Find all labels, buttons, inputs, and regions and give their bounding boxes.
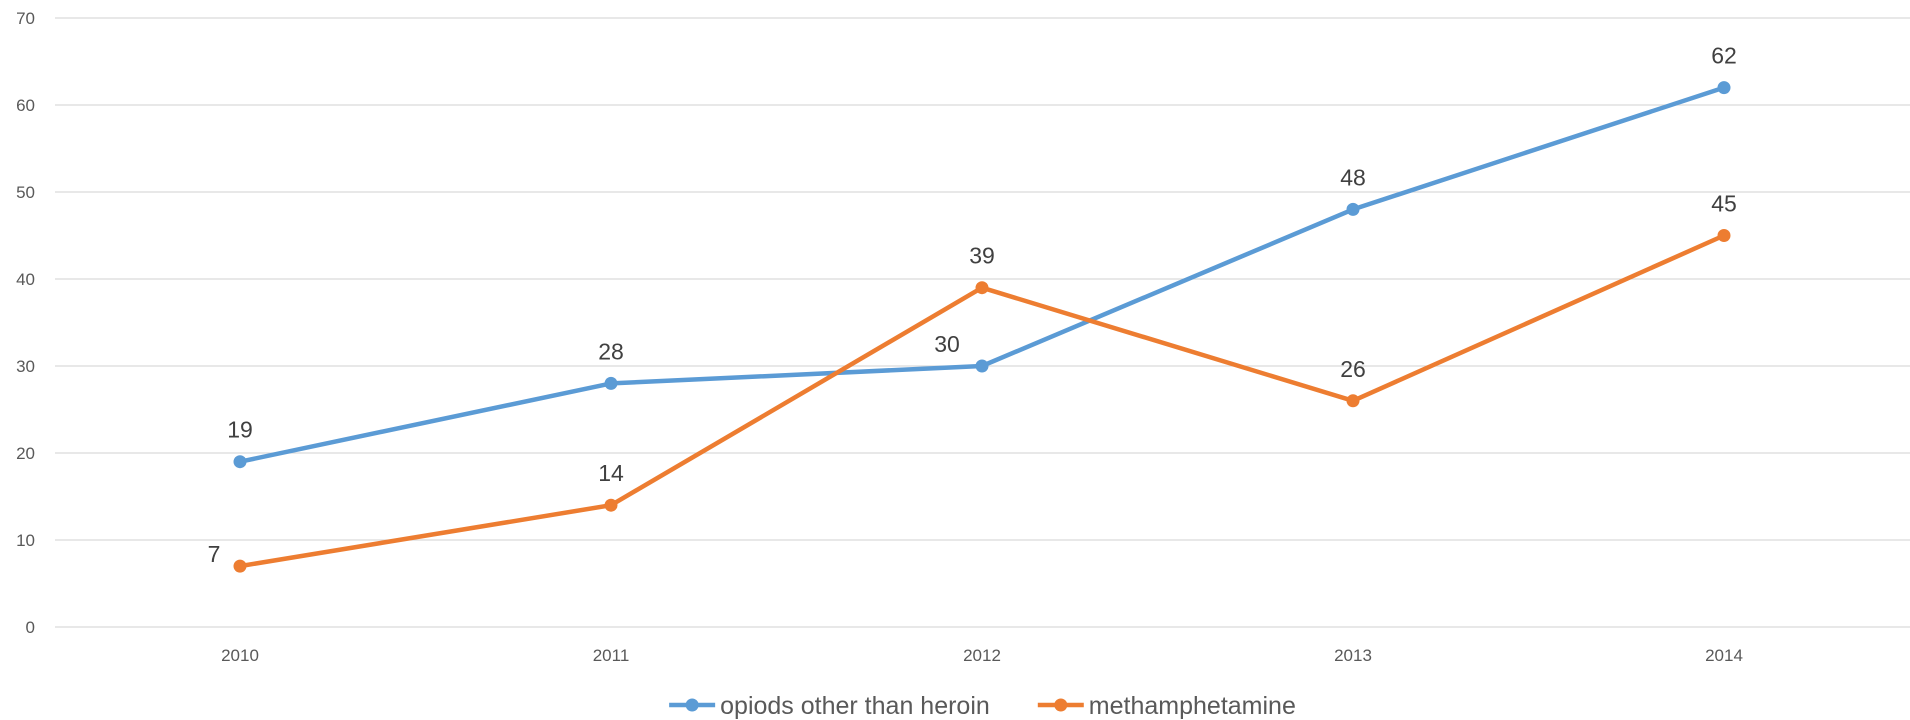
data-labels: 19 28 30 48 62 7 14 39 26 45 (208, 43, 1737, 567)
x-tick-label-2011: 2011 (593, 646, 630, 665)
legend-label-1: methamphetamine (1089, 692, 1296, 720)
data-label-series-0-2010: 19 (227, 417, 253, 443)
y-tick-label-20: 20 (16, 444, 35, 463)
legend: opiods other than heroin methamphetamine (669, 692, 1296, 720)
legend-item-1: methamphetamine (1037, 692, 1296, 720)
y-axis-tick-labels: 0 10 20 30 40 50 60 70 (16, 9, 35, 637)
x-tick-label-2014: 2014 (1705, 646, 1743, 665)
series-layer (233, 81, 1731, 573)
y-tick-label-70: 70 (16, 9, 35, 28)
legend-label-0: opiods other than heroin (720, 692, 990, 720)
legend-marker-dot-1 (1054, 698, 1068, 712)
series-1-point-2010 (233, 559, 247, 573)
x-tick-label-2010: 2010 (221, 646, 259, 665)
data-label-series-1-2012: 39 (969, 243, 995, 269)
data-label-series-0-2012: 30 (934, 331, 960, 357)
data-label-series-1-2010: 7 (208, 541, 221, 567)
y-tick-label-10: 10 (16, 531, 35, 550)
series-1-point-2011 (604, 498, 618, 512)
legend-marker-dot-0 (685, 698, 699, 712)
data-label-series-1-2013: 26 (1340, 356, 1366, 382)
y-tick-label-40: 40 (16, 270, 35, 289)
series-0-point-2014 (1717, 81, 1731, 95)
x-tick-label-2013: 2013 (1334, 646, 1372, 665)
series-1-point-2012 (975, 281, 989, 295)
y-tick-label-30: 30 (16, 357, 35, 376)
series-1-point-2014 (1717, 229, 1731, 242)
y-tick-label-60: 60 (16, 96, 35, 115)
series-0-point-2010 (233, 455, 247, 469)
series-0-point-2012 (975, 359, 989, 373)
data-label-series-0-2011: 28 (598, 338, 624, 364)
series-0-point-2013 (1346, 202, 1360, 216)
series-1-point-2013 (1346, 394, 1360, 408)
data-label-series-1-2014: 45 (1711, 191, 1737, 217)
x-axis-tick-labels: 2010 2011 2012 2013 2014 (221, 646, 1743, 665)
y-tick-label-0: 0 (26, 618, 35, 637)
gridlines (55, 17, 1910, 628)
data-label-series-0-2014: 62 (1711, 43, 1737, 69)
y-tick-label-50: 50 (16, 183, 35, 202)
data-label-series-1-2011: 14 (598, 460, 624, 486)
data-label-series-0-2013: 48 (1340, 164, 1366, 190)
x-tick-label-2012: 2012 (963, 646, 1001, 665)
series-line-0 (237, 85, 1727, 464)
series-0-point-2011 (604, 376, 618, 390)
legend-item-0: opiods other than heroin (669, 692, 990, 720)
